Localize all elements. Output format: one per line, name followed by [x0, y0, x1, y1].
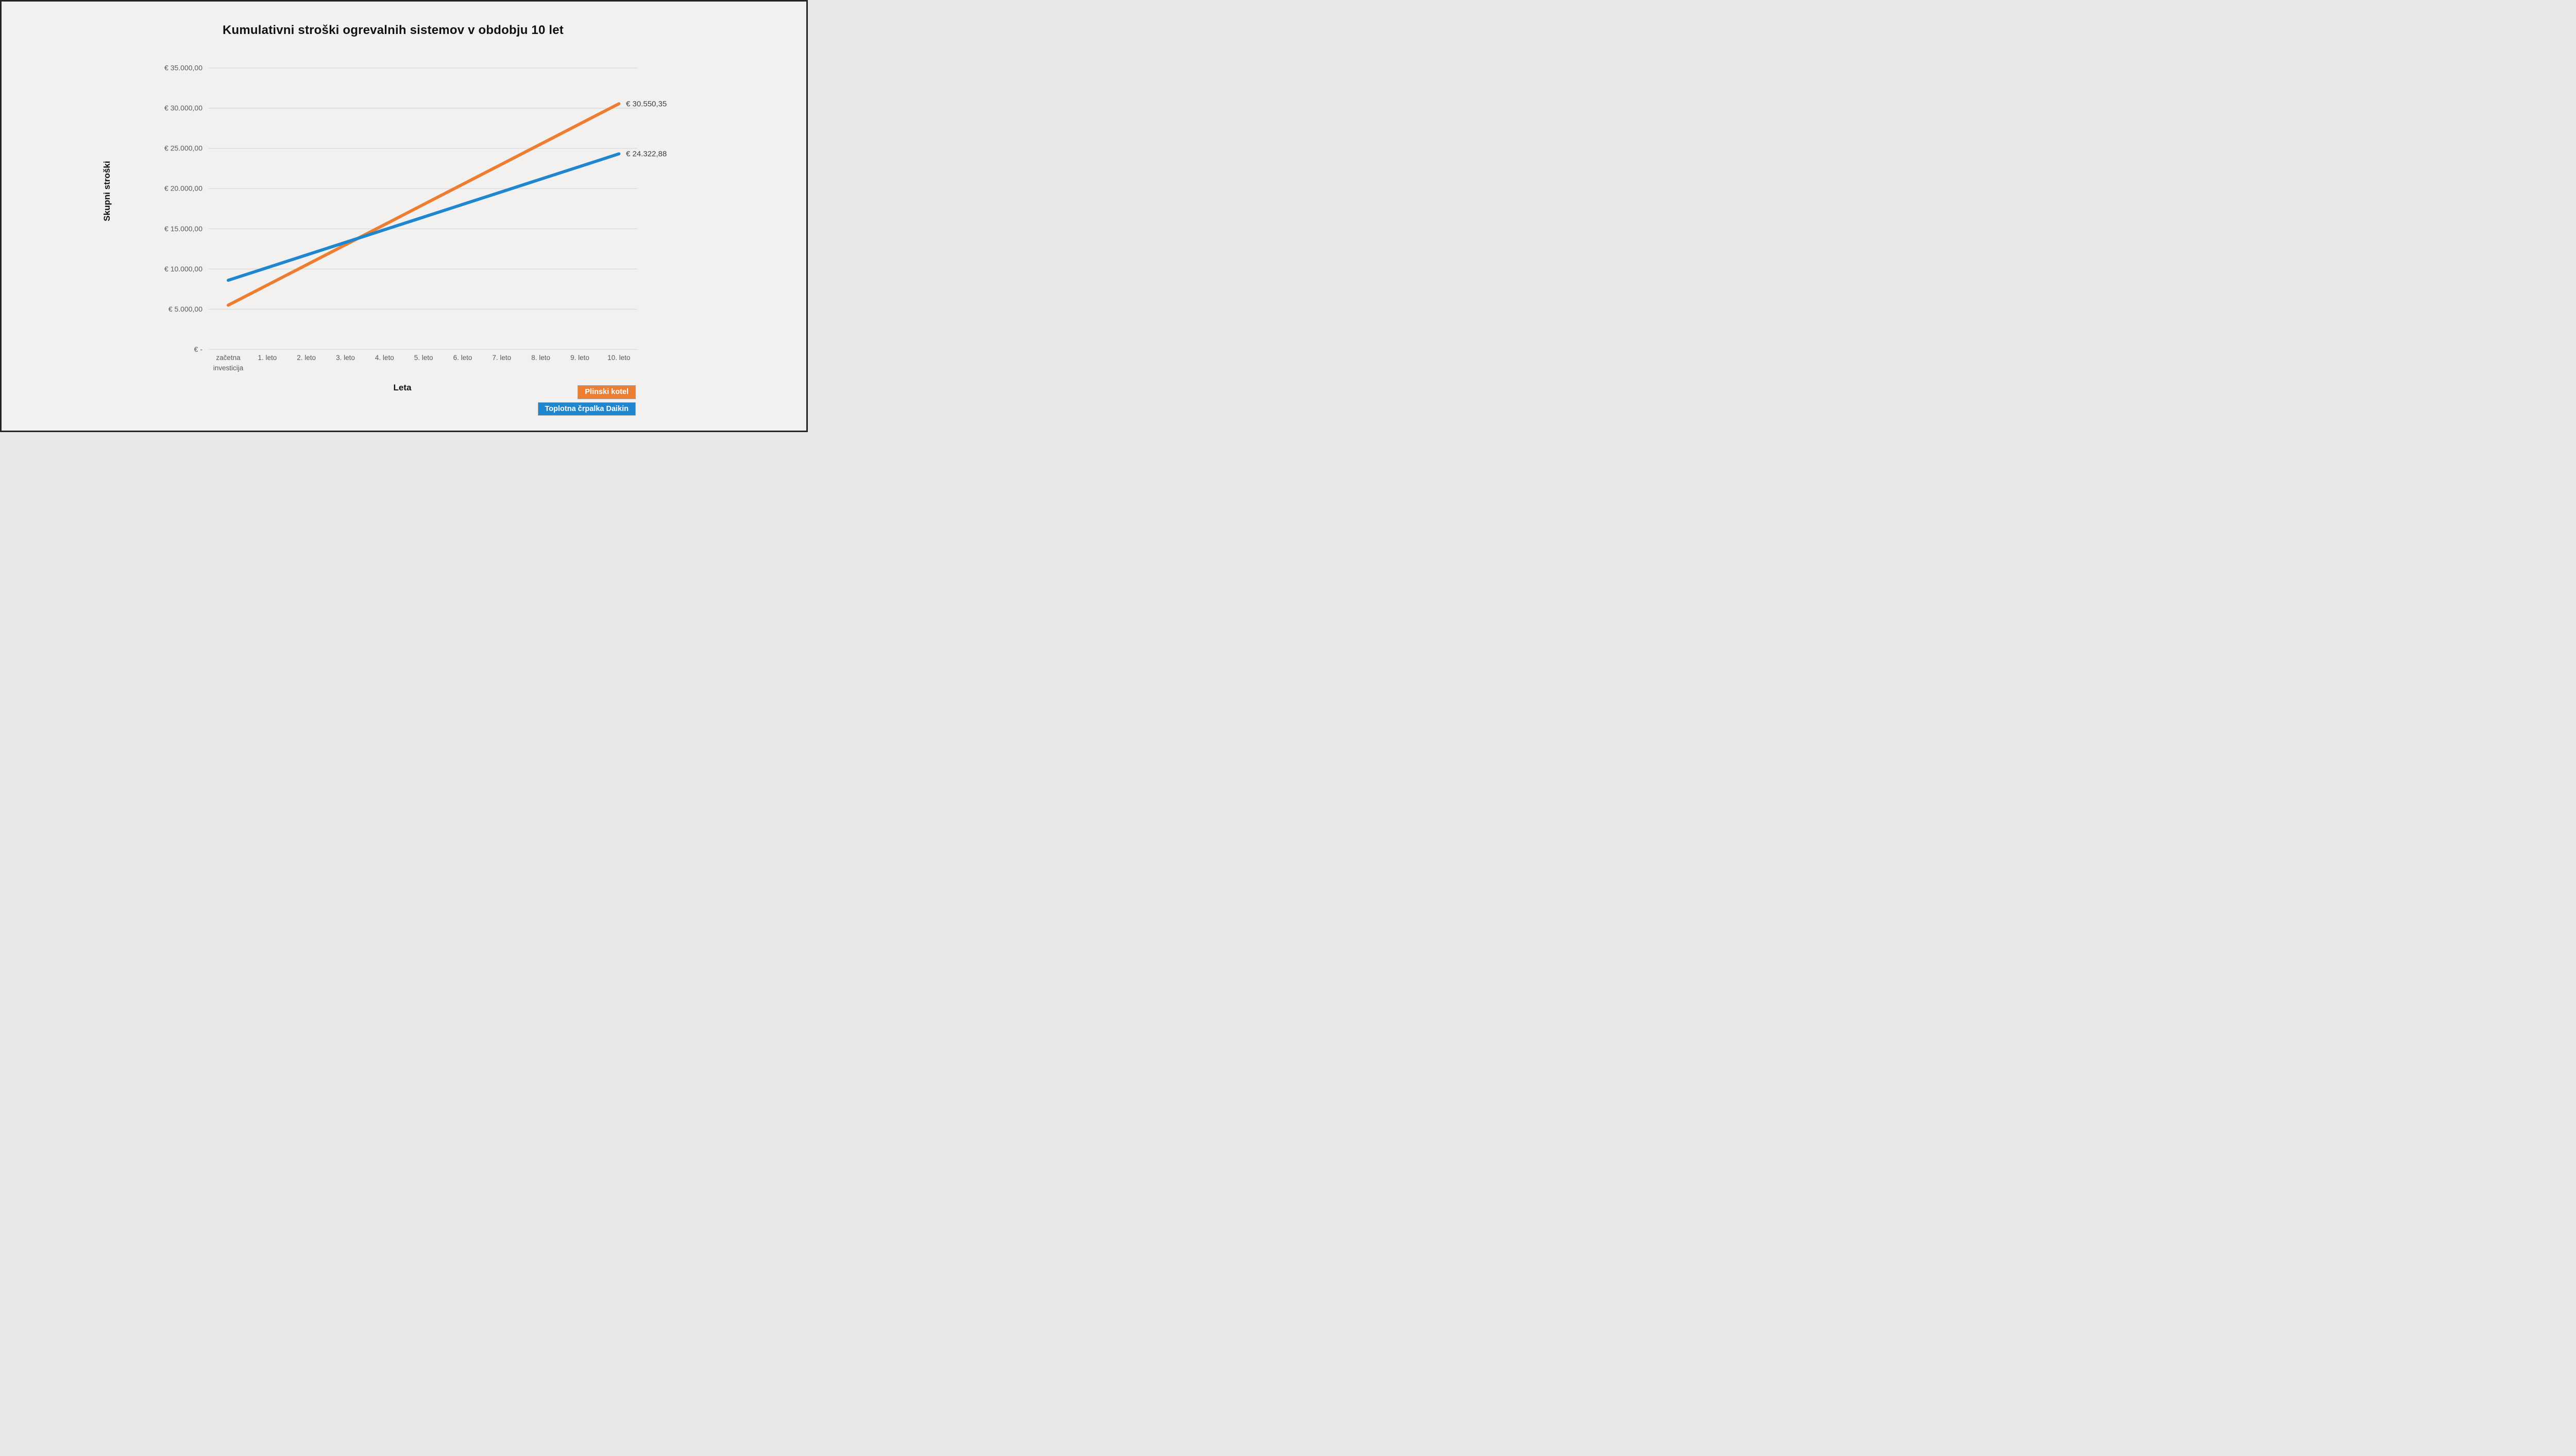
y-tick-label: € 15.000,00 [164, 225, 202, 233]
x-tick-label: 8. leto [531, 354, 550, 362]
chart-legend: Plinski kotel Toplotna črpalka Daikin [537, 385, 636, 416]
x-tick-label: 2. leto [297, 354, 316, 362]
x-tick-label: 4. leto [375, 354, 394, 362]
y-tick-label: € 10.000,00 [164, 265, 202, 273]
chart-window: Kumulativni stroški ogrevalnih sistemov … [0, 0, 808, 432]
legend-item-toplotna-crpalka-daikin: Toplotna črpalka Daikin [537, 402, 636, 416]
y-tick-label: € 25.000,00 [164, 144, 202, 152]
x-tick-label: 3. leto [336, 354, 355, 362]
x-tick-label: začetna investicija [213, 354, 244, 372]
y-tick-label: € - [194, 345, 203, 353]
chart-title: Kumulativni stroški ogrevalnih sistemov … [222, 23, 564, 37]
x-tick-label: 6. leto [453, 354, 472, 362]
y-tick-label: € 30.000,00 [164, 104, 202, 112]
y-tick-label: € 35.000,00 [164, 64, 202, 72]
series-end-label-1: € 24.322,88 [626, 150, 667, 159]
series-end-label-0: € 30.550,35 [626, 99, 667, 108]
x-tick-label: 7. leto [492, 354, 511, 362]
x-tick-label: 1. leto [258, 354, 277, 362]
series-line-1 [227, 152, 621, 282]
x-tick-label: 5. leto [414, 354, 433, 362]
x-tick-label: 10. leto [607, 354, 630, 362]
x-axis-title: Leta [393, 383, 412, 392]
x-tick-label: 9. leto [570, 354, 589, 362]
legend-item-plinski-kotel: Plinski kotel [578, 385, 636, 399]
y-tick-label: € 20.000,00 [164, 184, 202, 193]
series-line-0 [227, 102, 621, 307]
chart-plot-area: € - € 5.000,00 € 10.000,00 € 15.000,00 € 20.… [164, 64, 667, 372]
y-tick-label: € 5.000,00 [168, 305, 202, 313]
